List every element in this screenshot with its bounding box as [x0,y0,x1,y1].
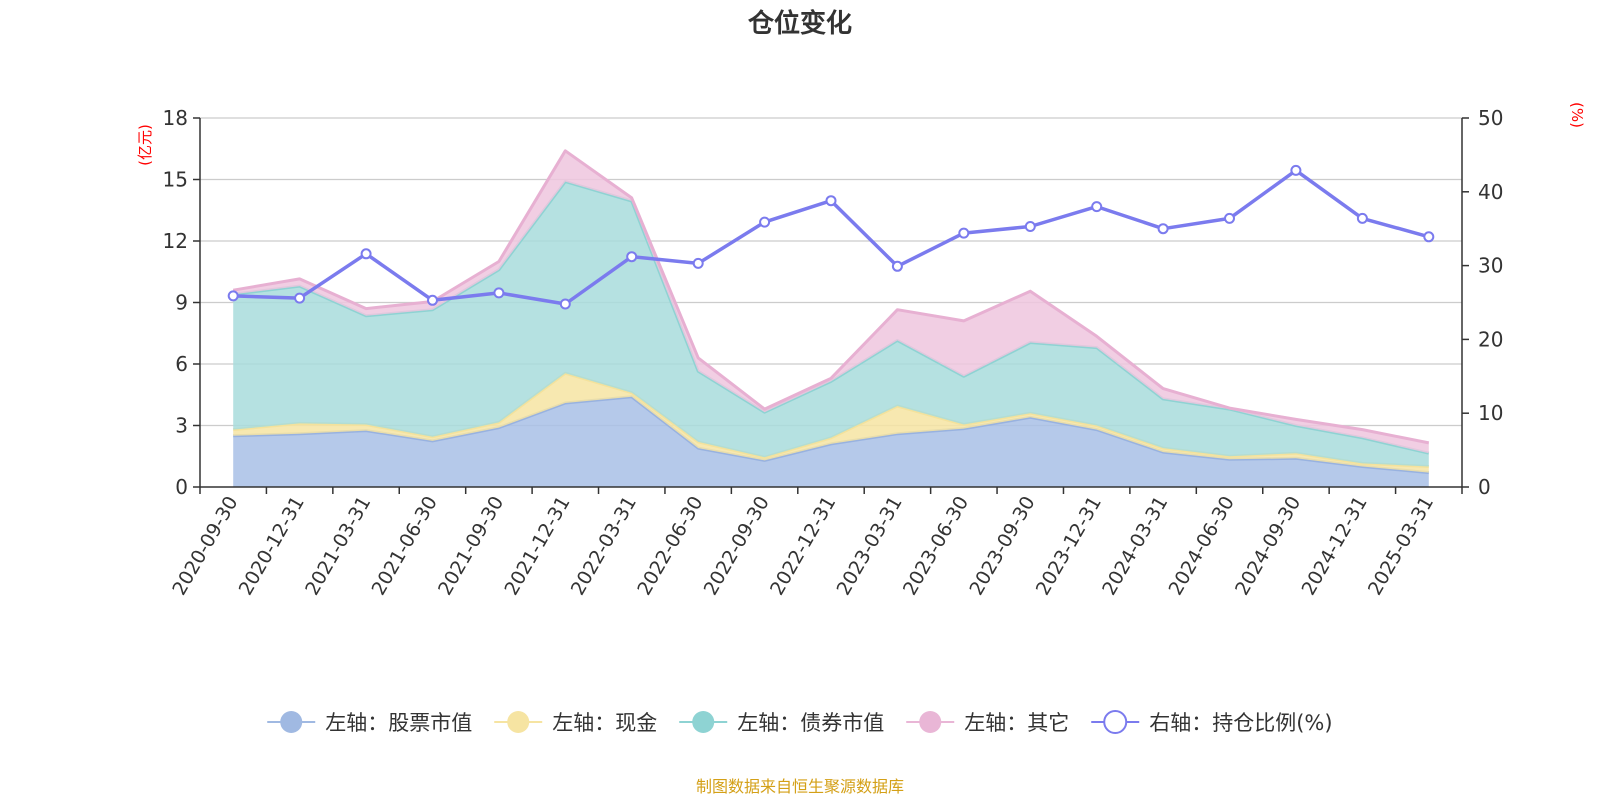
ratio-point[interactable] [294,292,306,304]
legend-item[interactable]: 左轴：股票市值 [267,711,472,735]
legend-item[interactable]: 左轴：现金 [494,711,657,735]
stacked-areas [232,149,1430,487]
left-axis-unit: (亿元) [136,124,154,166]
left-tick-label: 15 [163,168,188,192]
legend-label: 左轴：其它 [964,711,1069,735]
legend-label: 右轴：持仓比例(%) [1149,711,1332,735]
left-tick-label: 6 [175,352,188,376]
legend: 左轴：股票市值 左轴：现金 左轴：债券市值 左轴：其它 右轴：持仓比例(%) [267,710,1333,735]
left-tick-label: 18 [163,106,188,130]
x-tick-label: 2022-03-31 [567,493,641,600]
x-tick-label: 2022-09-30 [700,493,774,600]
ratio-point[interactable] [427,294,438,306]
x-tick-label: 2020-09-30 [168,493,242,600]
legend-label: 左轴：股票市值 [325,711,472,735]
x-tick-label: 2023-06-30 [899,493,973,600]
x-tick-label: 2021-03-31 [301,493,375,600]
right-tick-label: 10 [1478,401,1503,425]
right-tick-label: 50 [1478,106,1503,130]
left-tick-label: 0 [175,475,188,499]
ratio-point[interactable] [1356,212,1368,224]
ratio-point[interactable] [958,227,970,239]
legend-circle-icon [919,711,942,733]
x-tick-label: 2023-03-31 [832,493,906,600]
left-tick-label: 3 [175,414,188,438]
ratio-point[interactable] [1224,212,1235,224]
legend-circle-icon [507,711,530,733]
ratio-point[interactable] [626,251,638,263]
x-tick-label: 2021-06-30 [368,493,442,600]
ratio-point[interactable] [759,216,771,228]
ratio-point[interactable] [891,260,903,272]
legend-hollow-circle-icon [1103,710,1128,734]
right-axis-unit: (%) [1568,102,1586,128]
x-tick-label: 2024-03-31 [1098,493,1172,600]
position-ratio-line [227,164,1435,310]
right-tick-label: 30 [1478,254,1503,278]
chart-title: 仓位变化 [747,8,852,39]
ratio-point[interactable] [493,287,505,299]
ratio-point[interactable] [559,298,571,310]
area-series-0 [233,396,1429,487]
legend-circle-icon [692,711,715,733]
x-tick-label: 2020-12-31 [235,493,309,600]
x-tick-label: 2022-12-31 [766,493,840,600]
legend-label: 左轴：债券市值 [737,711,884,735]
ratio-point[interactable] [1024,221,1036,232]
ratio-point[interactable] [692,257,704,269]
ratio-point[interactable] [360,248,372,260]
x-tick-label: 2021-09-30 [434,493,508,600]
source-note: 制图数据来自恒生聚源数据库 [696,777,904,796]
left-tick-label: 12 [163,229,188,253]
x-tick-label: 2023-12-31 [1032,493,1106,600]
right-tick-label: 0 [1478,475,1491,499]
ratio-point[interactable] [227,290,239,302]
legend-item[interactable]: 右轴：持仓比例(%) [1091,710,1333,735]
right-tick-label: 20 [1478,327,1503,351]
x-tick-label: 2023-09-30 [965,493,1039,600]
x-tick-label: 2024-09-30 [1231,493,1305,600]
ratio-point[interactable] [1091,201,1103,213]
area-series-2 [233,181,1429,467]
x-tick-label: 2025-03-31 [1364,493,1438,600]
ratio-point[interactable] [1423,231,1435,243]
x-tick-label: 2024-12-31 [1297,493,1371,600]
x-tick-label: 2022-06-30 [633,493,707,600]
x-tick-label: 2024-06-30 [1165,493,1239,600]
ratio-line-0 [233,168,1430,306]
left-tick-label: 9 [175,291,188,315]
right-tick-label: 40 [1478,180,1503,204]
ratio-point[interactable] [1157,223,1169,235]
legend-circle-icon [280,711,303,733]
legend-item[interactable]: 左轴：其它 [906,711,1069,735]
ratio-point[interactable] [825,195,837,207]
legend-item[interactable]: 左轴：债券市值 [679,711,884,735]
x-tick-label: 2021-12-31 [500,493,574,600]
legend-label: 左轴：现金 [552,711,657,735]
ratio-point[interactable] [1290,164,1302,176]
